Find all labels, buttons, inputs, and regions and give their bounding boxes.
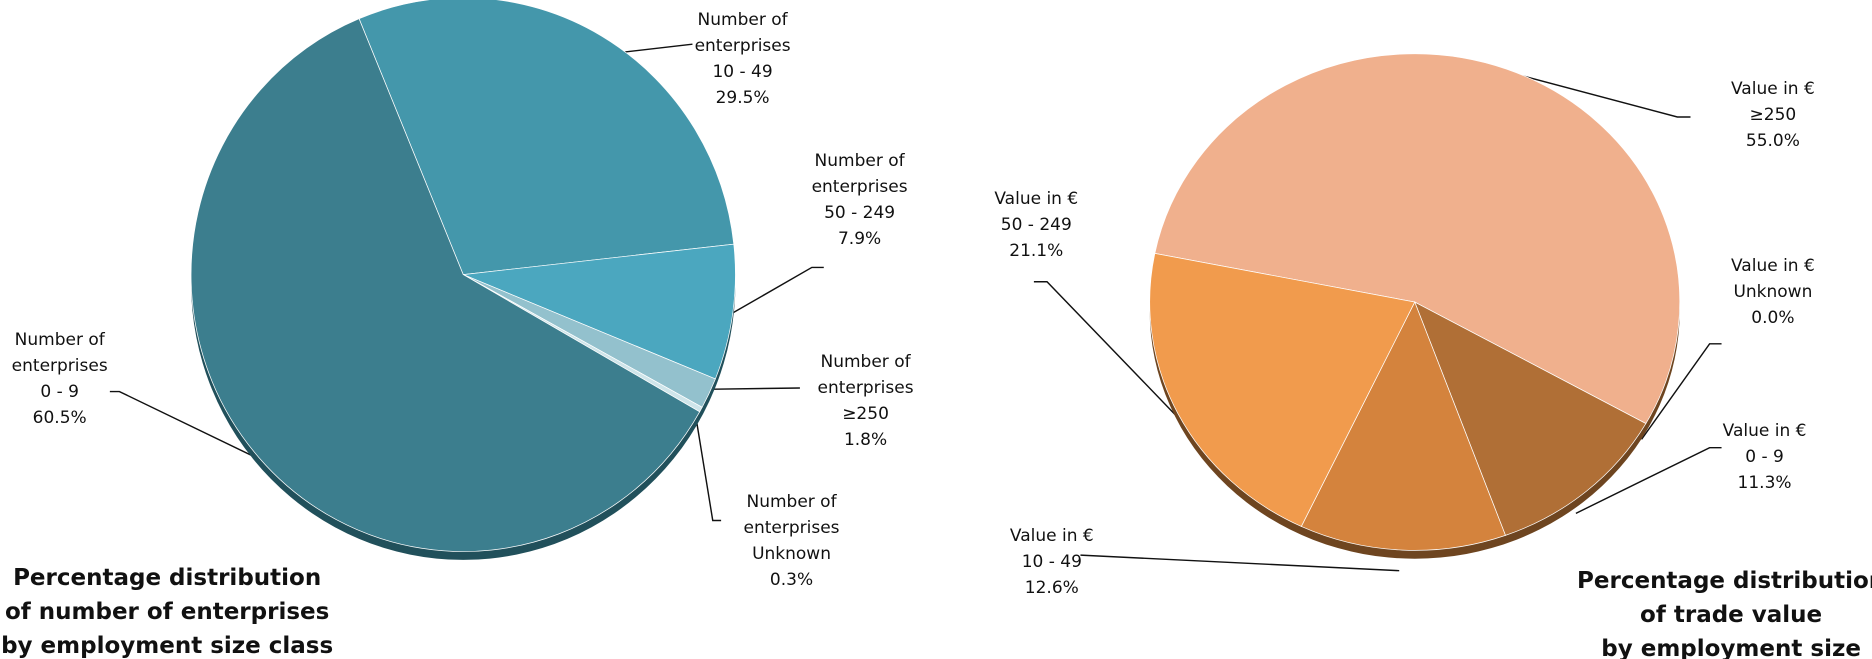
leader-line <box>732 266 824 314</box>
label-value: 7.9% <box>837 229 882 250</box>
label-series-name: Value in € <box>1731 256 1815 277</box>
leader-line <box>1640 343 1722 440</box>
leader-line <box>1080 554 1400 572</box>
data-label: Value in € ≥250 55.0% <box>1717 76 1829 154</box>
label-value: 29.5% <box>715 88 770 109</box>
data-label: Number of enterprises ≥250 1.8% <box>810 349 922 453</box>
leader-line <box>1506 70 1691 118</box>
label-series-name: Value in € <box>1009 525 1094 546</box>
label-value: 0.3% <box>769 570 814 591</box>
data-label: Value in € 50 - 249 21.1% <box>980 186 1092 264</box>
pie-slice <box>358 0 735 275</box>
label-category: 0 - 9 <box>40 382 79 403</box>
label-category: 50 - 249 <box>1000 215 1072 236</box>
label-category: 10 - 49 <box>1021 551 1082 572</box>
label-series-name: Number of enterprises <box>743 492 840 539</box>
leader-line <box>1033 281 1177 416</box>
label-category: ≥250 <box>842 403 889 424</box>
label-category: Unknown <box>1733 282 1813 303</box>
label-value: 21.1% <box>1009 241 1064 262</box>
leader-line <box>713 387 800 390</box>
label-category: ≥250 <box>1749 105 1797 126</box>
label-category: 50 - 249 <box>824 203 896 224</box>
pie-slice <box>190 18 701 552</box>
chart-title: Percentage distribution of number of ent… <box>1 565 334 659</box>
pie-slice <box>1154 53 1681 425</box>
label-value: 60.5% <box>32 408 87 429</box>
label-value: 11.3% <box>1737 472 1792 493</box>
leader-line <box>1575 446 1722 514</box>
pie-slice <box>463 243 736 380</box>
pie-slice <box>1149 252 1416 527</box>
label-series-name: Number of enterprises <box>811 151 908 198</box>
label-series-name: Value in € <box>1731 79 1815 100</box>
label-series-name: Number of enterprises <box>817 351 914 398</box>
label-value: 1.8% <box>843 429 888 450</box>
chart-title: Percentage distribution of trade value b… <box>1577 567 1872 659</box>
data-label: Number of enterprises Unknown 0.3% <box>736 489 848 593</box>
data-label: Value in € Unknown 0.0% <box>1717 253 1829 331</box>
label-series-name: Number of enterprises <box>11 330 108 377</box>
label-series-name: Value in € <box>1722 420 1807 441</box>
label-series-name: Value in € <box>994 189 1079 210</box>
leader-line <box>695 417 722 522</box>
data-label: Value in € 0 - 9 11.3% <box>1709 418 1821 496</box>
data-label: Number of enterprises 10 - 49 29.5% <box>687 7 799 111</box>
label-value: 0.0% <box>1751 308 1795 329</box>
label-series-name: Number of enterprises <box>694 10 791 57</box>
data-label: Value in € 10 - 49 12.6% <box>996 523 1108 601</box>
label-value: 55.0% <box>1745 131 1800 152</box>
leader-line <box>109 390 261 461</box>
label-category: 0 - 9 <box>1745 446 1784 467</box>
data-label: Number of enterprises 0 - 9 60.5% <box>4 327 116 431</box>
label-category: Unknown <box>752 544 831 565</box>
pie-slice <box>1300 301 1506 551</box>
pie-slice <box>1414 301 1647 536</box>
label-value: 12.6% <box>1024 577 1079 598</box>
label-category: 10 - 49 <box>712 62 773 83</box>
data-label: Number of enterprises 50 - 249 7.9% <box>804 148 916 252</box>
